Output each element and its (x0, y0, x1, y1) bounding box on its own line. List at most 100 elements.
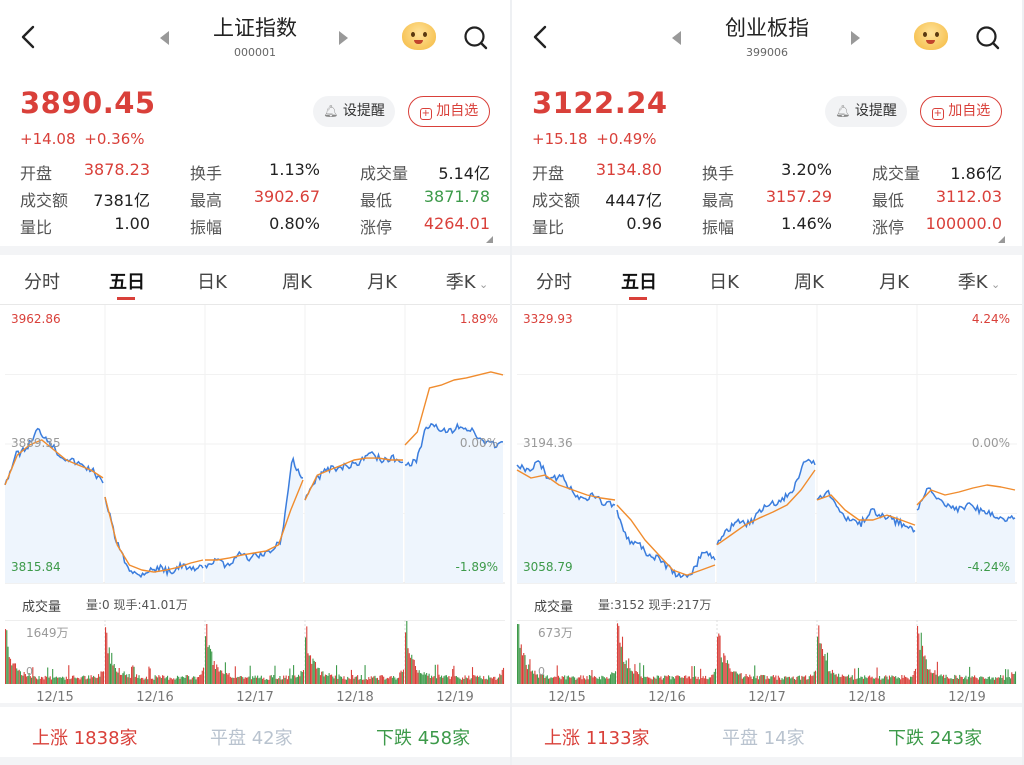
add-watchlist-button[interactable]: + 加自选 (408, 96, 490, 127)
volume-bar (363, 679, 365, 684)
set-alert-button[interactable]: 🔔︎ 设提醒 (825, 96, 907, 127)
tab-label: 周K (794, 272, 824, 293)
search-icon[interactable] (975, 25, 1000, 50)
add-watchlist-button[interactable]: + 加自选 (920, 96, 1002, 127)
volume-bar (655, 678, 657, 684)
volume-bar (73, 675, 75, 684)
volume-chart[interactable] (0, 620, 510, 686)
back-button[interactable] (530, 24, 554, 52)
volume-bar (776, 679, 778, 684)
tab-2[interactable]: 日K (172, 268, 252, 294)
tab-1[interactable]: 五日 (87, 268, 167, 294)
volume-bar (365, 679, 367, 684)
volume-bar (793, 679, 795, 684)
volume-bar (305, 637, 307, 684)
volume-bar (645, 677, 647, 684)
volume-bar (812, 675, 814, 684)
tab-4[interactable]: 月K (854, 268, 934, 294)
volume-bar (548, 678, 550, 684)
tab-3[interactable]: 周K (257, 268, 337, 294)
volume-bar (982, 677, 984, 684)
tab-5[interactable]: 季K ⌄ (939, 268, 1019, 294)
volume-bar (717, 636, 719, 684)
volume-bar (98, 674, 100, 684)
next-index-arrow-icon[interactable] (851, 31, 860, 45)
tab-1[interactable]: 五日 (599, 268, 679, 294)
volume-bar (437, 664, 439, 684)
volume-bar (424, 674, 426, 684)
volume-bar (489, 677, 491, 684)
volume-bar (162, 675, 164, 684)
volume-bar (543, 674, 545, 684)
volume-bar (484, 679, 486, 684)
tab-4[interactable]: 月K (342, 268, 422, 294)
volume-bar (318, 668, 320, 684)
next-index-arrow-icon[interactable] (339, 31, 348, 45)
volume-bar (342, 678, 344, 684)
volume-bar (652, 676, 655, 684)
date-tick: 12/17 (236, 690, 274, 705)
volume-bar (494, 676, 496, 684)
prev-index-arrow-icon[interactable] (160, 31, 169, 45)
volume-bar (695, 676, 697, 684)
volume-bar (475, 676, 477, 684)
tab-5[interactable]: 季K ⌄ (427, 268, 507, 294)
volume-bar (871, 676, 873, 684)
volume-bar (1011, 672, 1013, 684)
tab-2[interactable]: 日K (684, 268, 764, 294)
volume-bar (321, 671, 323, 684)
price-line-day-2 (616, 509, 716, 579)
volume-bar (295, 677, 297, 684)
mascot-icon[interactable] (402, 22, 436, 50)
volume-bar (951, 678, 953, 684)
average-line-day-3 (205, 479, 304, 561)
volume-bar (825, 660, 827, 684)
volume-bar (467, 678, 469, 684)
prev-index-arrow-icon[interactable] (672, 31, 681, 45)
mascot-icon[interactable] (914, 22, 948, 50)
volume-bar (439, 677, 441, 684)
volume-bar (174, 679, 176, 684)
volume-bar (14, 663, 17, 684)
expand-corner-icon[interactable] (486, 236, 493, 243)
tab-0[interactable]: 分时 (2, 268, 82, 294)
volume-bar (919, 649, 921, 684)
volume-bar (903, 675, 905, 684)
back-button[interactable] (18, 24, 42, 52)
volume-bar (436, 678, 438, 684)
five-day-price-chart[interactable] (512, 305, 1022, 585)
tab-0[interactable]: 分时 (514, 268, 594, 294)
volume-bar (991, 677, 993, 684)
tab-3[interactable]: 周K (769, 268, 849, 294)
date-tick: 12/15 (548, 690, 586, 705)
volume-bar (279, 676, 281, 684)
bell-icon: 🔔︎ (835, 104, 851, 118)
volume-bar (323, 676, 325, 684)
search-icon[interactable] (463, 25, 488, 50)
volume-bar (682, 677, 684, 684)
volume-bar (50, 679, 52, 684)
volume-bar (400, 670, 402, 684)
volume-bar (739, 673, 741, 684)
volume-bar (588, 675, 591, 684)
volume-bar (16, 668, 18, 684)
volume-bar (565, 679, 567, 684)
volume-bar (126, 674, 128, 684)
volume-bar (529, 659, 531, 684)
volume-bar (417, 672, 419, 684)
five-day-price-chart[interactable] (0, 305, 510, 585)
volume-bar (274, 665, 276, 684)
date-tick: 12/19 (948, 690, 986, 705)
volume-bar (620, 646, 622, 684)
volume-bar (744, 676, 746, 684)
expand-corner-icon[interactable] (998, 236, 1005, 243)
set-alert-button[interactable]: 🔔︎ 设提醒 (313, 96, 395, 127)
volume-bar (191, 677, 193, 684)
volume-bar (96, 677, 98, 684)
volume-bar (239, 676, 241, 684)
volume-chart[interactable] (512, 620, 1022, 686)
volume-bar (83, 675, 85, 684)
volume-bar (393, 676, 395, 684)
volume-bar (540, 674, 542, 684)
volume-bar (1003, 679, 1005, 684)
